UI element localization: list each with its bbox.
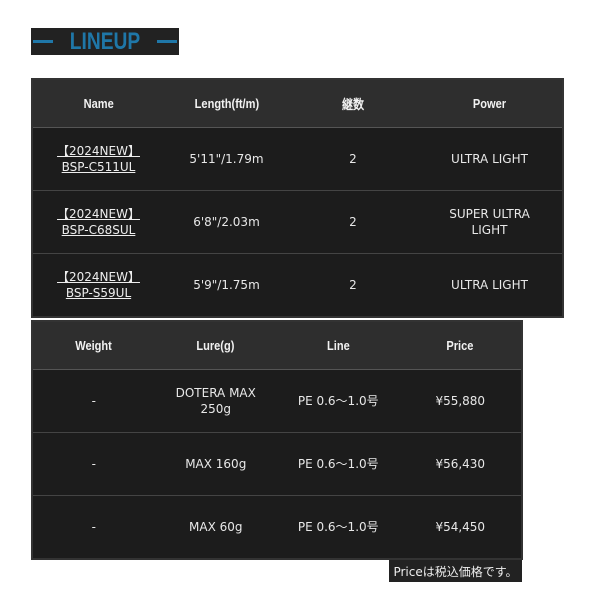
cell-lure: MAX 60g: [189, 520, 243, 534]
spec-table: Weight Lure(g) Line Price - DOTERA MAX 2…: [31, 320, 523, 560]
table-row: 【2024NEW】 BSP-S59UL 5'9"/1.75m 2 ULTRA LI…: [32, 254, 563, 318]
header-power: Power: [417, 79, 563, 128]
cell-lure: DOTERA MAX 250g: [154, 369, 277, 433]
cell-length: 6'8"/2.03m: [164, 190, 289, 254]
cell-name: 【2024NEW】 BSP-C511UL: [32, 127, 164, 191]
product-code: BSP-S59UL: [65, 286, 132, 300]
header-price: Price: [399, 321, 522, 370]
cell-weight: -: [91, 520, 96, 534]
product-badge: 【2024NEW】: [57, 144, 140, 158]
dash-right: [157, 40, 177, 43]
cell-power: ULTRA LIGHT: [451, 278, 528, 292]
cell-pieces: 2: [349, 278, 357, 292]
header-weight: Weight: [32, 321, 155, 370]
cell-pieces: 2: [289, 190, 417, 254]
cell-pieces: 2: [289, 127, 417, 191]
cell-name: 【2024NEW】 BSP-C68SUL: [32, 190, 164, 254]
product-code: BSP-C511UL: [61, 160, 136, 174]
lineup-table: Name Length(ft/m) 継数 Power 【2024NEW】 BSP-…: [31, 78, 564, 318]
cell-line: PE 0.6〜1.0号: [277, 369, 400, 433]
header-name: Name: [32, 79, 164, 128]
table-header: Weight Lure(g) Line Price: [32, 321, 522, 370]
section-title-text: LINEUP: [69, 27, 141, 55]
product-link[interactable]: 【2024NEW】 BSP-C68SUL: [57, 207, 140, 237]
cell-power: ULTRA LIGHT: [417, 127, 563, 191]
cell-length: 5'11"/1.79m: [164, 127, 289, 191]
cell-lure: MAX 160g: [154, 432, 277, 496]
table-row: - MAX 60g PE 0.6〜1.0号 ¥54,450: [32, 496, 522, 560]
cell-price: ¥55,880: [399, 369, 522, 433]
section-title: LINEUP: [31, 28, 179, 55]
header-line: Line: [277, 321, 400, 370]
cell-power: SUPER ULTRA LIGHT: [417, 190, 563, 254]
product-badge: 【2024NEW】: [57, 207, 140, 221]
product-badge: 【2024NEW】: [57, 270, 140, 284]
cell-weight: -: [32, 432, 155, 496]
header-lure: Lure(g): [154, 321, 277, 370]
product-link[interactable]: 【2024NEW】 BSP-S59UL: [57, 270, 140, 300]
header-length: Length(ft/m): [164, 79, 289, 128]
cell-line: PE 0.6〜1.0号: [297, 520, 379, 534]
cell-price: ¥54,450: [435, 520, 486, 534]
cell-name: 【2024NEW】 BSP-S59UL: [32, 254, 164, 318]
table-row: - MAX 160g PE 0.6〜1.0号 ¥56,430: [32, 432, 522, 496]
table-row: - DOTERA MAX 250g PE 0.6〜1.0号 ¥55,880: [32, 369, 522, 433]
product-link[interactable]: 【2024NEW】 BSP-C511UL: [57, 144, 140, 174]
product-code: BSP-C68SUL: [61, 223, 136, 237]
cell-length: 5'9"/1.75m: [193, 278, 260, 292]
table-row: 【2024NEW】 BSP-C68SUL 6'8"/2.03m 2 SUPER U…: [32, 190, 563, 254]
header-pieces: 継数: [289, 79, 417, 128]
cell-line: PE 0.6〜1.0号: [277, 432, 400, 496]
table-row: 【2024NEW】 BSP-C511UL 5'11"/1.79m 2 ULTRA …: [32, 127, 563, 191]
table-header: Name Length(ft/m) 継数 Power: [32, 79, 563, 128]
price-note: Priceは税込価格です。: [389, 560, 522, 582]
cell-price: ¥56,430: [399, 432, 522, 496]
dash-left: [32, 40, 53, 43]
cell-weight: -: [32, 369, 155, 433]
